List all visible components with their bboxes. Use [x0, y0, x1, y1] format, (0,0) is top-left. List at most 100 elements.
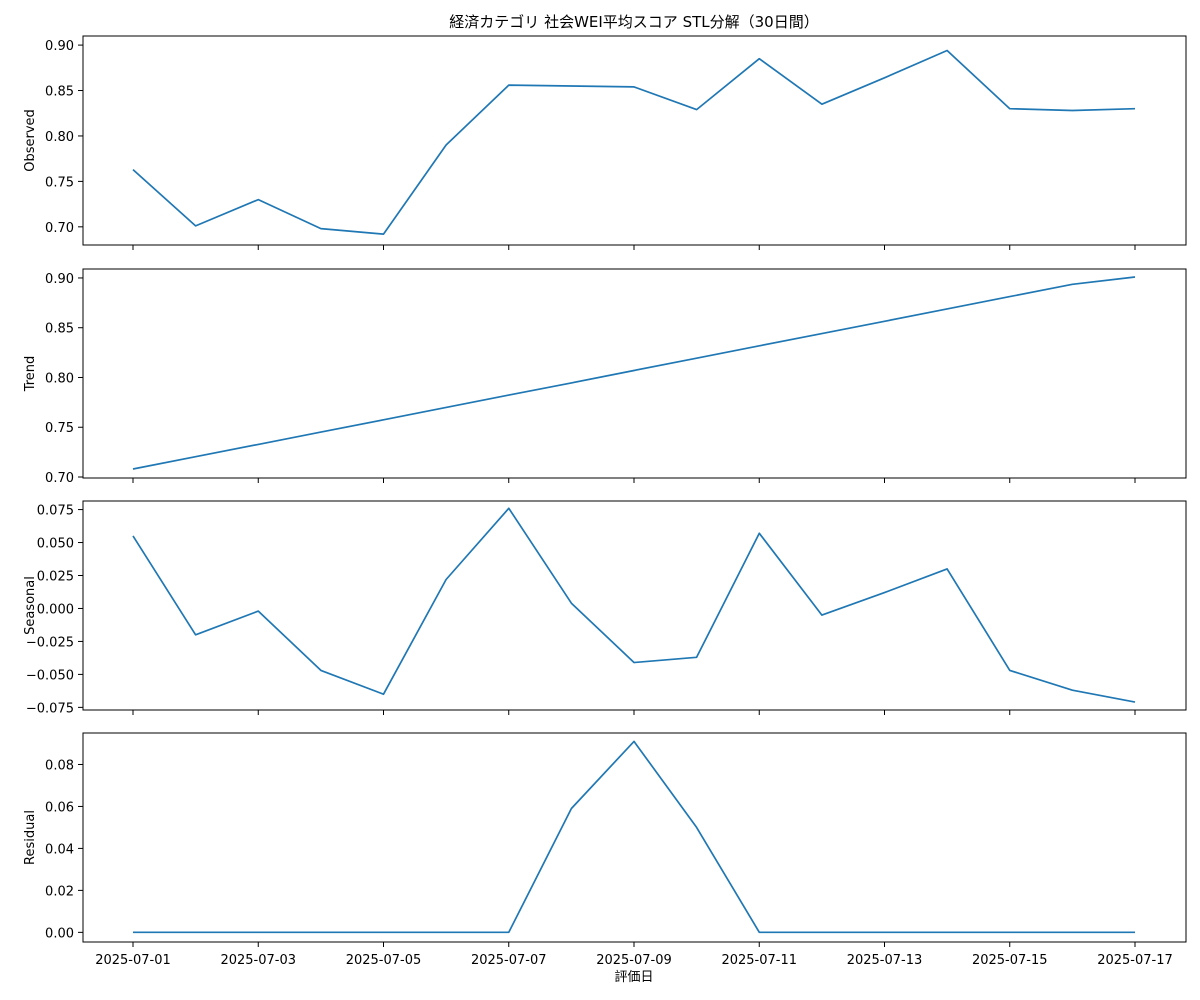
data-point-seasonal [1071, 689, 1074, 692]
x-tick-label: 2025-07-03 [220, 953, 296, 968]
y-tick-label-trend: 0.90 [45, 272, 74, 287]
y-tick-label-observed: 0.90 [45, 39, 74, 54]
data-point-trend [758, 344, 761, 347]
y-tick-label-observed: 0.80 [45, 130, 74, 145]
x-tick-label: 2025-07-17 [1097, 953, 1173, 968]
data-point-trend [507, 394, 510, 397]
data-point-residual [445, 931, 448, 934]
y-tick-label-residual: 0.00 [45, 926, 74, 941]
data-point-trend [445, 406, 448, 409]
data-point-observed [1134, 107, 1137, 110]
y-tick-label-trend: 0.80 [45, 371, 74, 386]
data-point-seasonal [445, 578, 448, 581]
data-point-seasonal [883, 591, 886, 594]
y-axis-label-observed: Observed [23, 109, 38, 172]
axes-frame-seasonal [82, 500, 1187, 711]
data-point-seasonal [633, 661, 636, 664]
data-point-trend [570, 381, 573, 384]
data-point-residual [194, 931, 197, 934]
x-tick-label: 2025-07-11 [721, 953, 797, 968]
data-point-seasonal [132, 534, 135, 537]
y-tick-label-seasonal: −0.025 [26, 635, 74, 650]
data-point-residual [319, 931, 322, 934]
data-point-trend [132, 468, 135, 471]
x-axis-label: 評価日 [614, 970, 653, 985]
data-point-seasonal [695, 656, 698, 659]
y-tick-label-residual: 0.04 [45, 842, 74, 857]
data-point-observed [883, 76, 886, 79]
data-point-observed [445, 144, 448, 147]
y-tick-label-observed: 0.70 [45, 221, 74, 236]
data-point-observed [1008, 107, 1011, 110]
y-tick-label-observed: 0.85 [45, 85, 74, 100]
data-point-residual [633, 740, 636, 743]
series-line-residual [133, 740, 1135, 934]
data-point-seasonal [194, 633, 197, 636]
y-tick-label-trend: 0.75 [45, 421, 74, 436]
series-line-trend [132, 276, 1136, 470]
y-tick-label-seasonal: −0.075 [26, 701, 74, 716]
x-tick-label: 2025-07-01 [95, 953, 171, 968]
data-point-trend [194, 455, 197, 458]
data-point-observed [633, 85, 636, 88]
data-point-trend [695, 357, 698, 360]
data-point-residual [382, 931, 385, 934]
series-line-seasonal [132, 507, 1136, 703]
data-point-observed [507, 84, 510, 87]
data-point-trend [319, 431, 322, 434]
data-point-trend [382, 418, 385, 421]
data-point-seasonal [758, 532, 761, 535]
data-point-observed [257, 198, 260, 201]
panel-seasonal: −0.075 −0.050 −0.025 0.000 0.025 0.050 0.075 Se… [23, 500, 1187, 716]
y-tick-label-seasonal: 0.050 [37, 537, 74, 552]
y-tick-label-residual: 0.08 [45, 758, 74, 773]
series-line-observed [132, 49, 1136, 235]
data-point-seasonal [1134, 701, 1137, 704]
data-point-seasonal [319, 669, 322, 672]
data-point-residual [132, 931, 135, 934]
x-tick-label: 2025-07-05 [346, 953, 422, 968]
data-point-seasonal [257, 610, 260, 613]
y-tick-label-observed: 0.75 [45, 175, 74, 190]
data-point-observed [820, 103, 823, 106]
y-tick-label-trend: 0.70 [45, 471, 74, 486]
data-point-trend [1071, 283, 1074, 286]
data-point-trend [946, 307, 949, 310]
data-point-trend [1134, 275, 1137, 278]
data-point-seasonal [1008, 669, 1011, 672]
axes-frame-residual [82, 732, 1187, 943]
data-point-seasonal [570, 602, 573, 605]
y-tick-label-residual: 0.06 [45, 800, 74, 815]
data-point-trend [820, 332, 823, 335]
data-point-residual [1008, 931, 1011, 934]
panel-trend: 0.70 0.75 0.80 0.85 0.90 Trend [23, 268, 1187, 486]
data-point-observed [319, 227, 322, 230]
data-point-seasonal [820, 614, 823, 617]
data-point-seasonal [382, 693, 385, 696]
x-tick-label: 2025-07-13 [847, 953, 923, 968]
data-point-residual [570, 807, 573, 810]
data-point-trend [1008, 295, 1011, 298]
panels-group: 0.70 0.75 0.80 0.85 0.90 Observed 0.70 0.75 0.80… [23, 35, 1187, 968]
panel-observed: 0.70 0.75 0.80 0.85 0.90 Observed [23, 35, 1187, 250]
data-point-observed [132, 168, 135, 171]
data-point-residual [695, 826, 698, 829]
data-point-residual [257, 931, 260, 934]
y-tick-label-trend: 0.85 [45, 322, 74, 337]
axes-frame-observed [82, 35, 1187, 246]
y-axis-label-trend: Trend [23, 356, 38, 393]
x-tick-label: 2025-07-09 [596, 953, 672, 968]
y-axis-label-seasonal: Seasonal [23, 576, 38, 635]
axes-frame-trend [82, 268, 1187, 479]
data-point-observed [1071, 109, 1074, 112]
y-axis-label-residual: Residual [23, 810, 38, 865]
data-point-residual [1071, 931, 1074, 934]
data-point-residual [507, 931, 510, 934]
data-point-residual [820, 931, 823, 934]
data-point-observed [758, 57, 761, 60]
x-tick-label: 2025-07-15 [972, 953, 1048, 968]
data-point-residual [946, 931, 949, 934]
data-point-observed [382, 233, 385, 236]
